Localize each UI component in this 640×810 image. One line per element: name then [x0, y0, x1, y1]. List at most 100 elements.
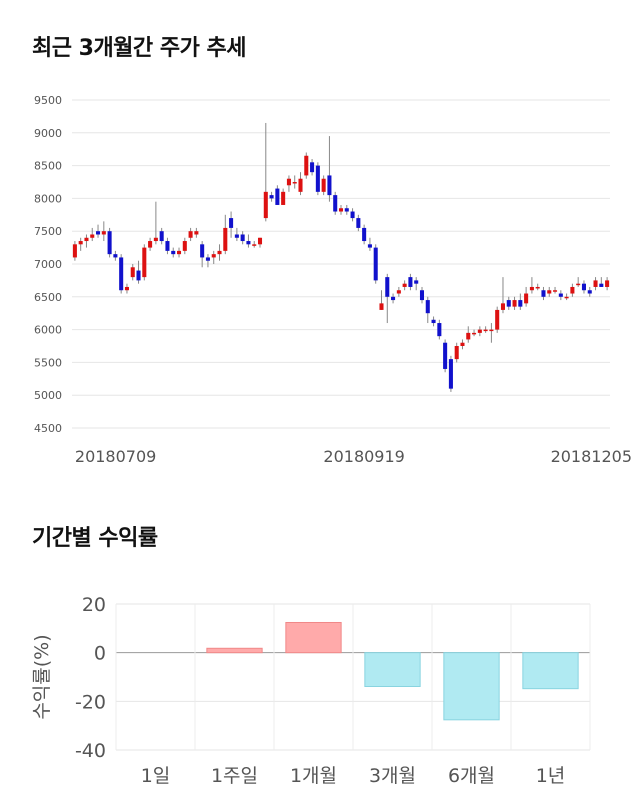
candle: [466, 326, 471, 343]
candle-body: [466, 332, 471, 340]
candle-body: [200, 244, 205, 258]
candle-body: [72, 244, 77, 258]
candle-body: [84, 237, 89, 242]
candle-x-axis: 20180709 20180919 20181205: [75, 447, 632, 466]
candle-body: [518, 300, 523, 307]
candle: [593, 277, 598, 291]
candle: [269, 191, 274, 202]
candle: [246, 234, 251, 248]
candle: [581, 280, 586, 294]
candle-body: [385, 277, 390, 297]
candle: [535, 283, 540, 291]
candle-body: [304, 155, 309, 176]
candle: [281, 188, 286, 205]
candle-body: [472, 332, 477, 335]
candle: [558, 290, 563, 301]
candle-body: [489, 329, 494, 332]
candle-body: [96, 231, 101, 235]
candle: [205, 254, 210, 268]
candle-body: [205, 257, 210, 261]
candle-body: [448, 359, 453, 389]
candle-body: [234, 234, 239, 238]
candle-y-tick-label: 8500: [34, 160, 62, 173]
candle-body: [524, 293, 529, 304]
candle-y-tick-label: 8000: [34, 192, 62, 205]
candle-body: [477, 329, 482, 333]
candle-body: [558, 293, 563, 297]
candle-body: [257, 237, 263, 245]
candle: [512, 296, 517, 310]
candle: [367, 237, 372, 251]
candle: [101, 221, 106, 242]
candle: [425, 296, 430, 324]
candle: [298, 172, 303, 196]
candle-body: [246, 241, 251, 245]
candle: [506, 296, 511, 310]
candle-y-tick-label: 4500: [34, 422, 62, 435]
candle: [148, 237, 153, 251]
bar-x-tick-label: 1주일: [211, 765, 258, 787]
candle: [176, 247, 182, 258]
candle: [96, 224, 101, 238]
candle-y-axis: 9500 9000 8500 8000 7500 7000 6500 6000 5500 5000…: [34, 94, 62, 435]
candle-body: [356, 218, 361, 228]
candle: [217, 244, 222, 261]
candle: [90, 227, 95, 242]
candle-body: [593, 280, 598, 287]
candle-body: [425, 300, 430, 314]
candle-body: [362, 227, 367, 242]
bar-y-axis-label: 수익률(%): [31, 634, 53, 719]
candle-body: [321, 178, 326, 192]
candle-body: [211, 254, 216, 258]
candle-body: [78, 241, 83, 245]
bar-y-tick-label: -40: [75, 740, 106, 762]
candle-body: [373, 247, 378, 281]
candle-body: [333, 195, 338, 212]
candle: [414, 277, 419, 291]
bar-x-tick-label: 1년: [536, 765, 566, 787]
candle-body: [148, 241, 153, 248]
candle-x-tick-label: 20180919: [323, 447, 404, 466]
candle: [362, 224, 367, 245]
candle-body: [194, 231, 199, 235]
candle: [72, 241, 77, 261]
price-candlestick-chart: 9500 9000 8500 8000 7500 7000 6500 6000 5500 5000…: [34, 94, 632, 466]
candle: [454, 342, 459, 363]
candle: [408, 273, 413, 291]
candle: [541, 286, 546, 301]
candle-body: [136, 270, 141, 281]
candle-body: [338, 208, 344, 212]
candle: [234, 227, 239, 242]
candle: [344, 204, 349, 215]
return-bar: [364, 652, 421, 687]
candle: [495, 306, 500, 333]
candle: [211, 250, 216, 264]
candle-body: [124, 286, 129, 291]
candle-body: [443, 342, 448, 369]
bar-x-tick-label: 1개월: [290, 765, 337, 787]
return-bar: [522, 652, 579, 690]
candle: [275, 185, 280, 205]
candle-body: [159, 231, 164, 242]
candle-body: [564, 296, 569, 299]
candle-body: [153, 237, 158, 242]
candle-body: [119, 257, 124, 291]
candle-body: [454, 346, 459, 360]
candle-body: [535, 286, 540, 289]
candle-body: [310, 162, 315, 173]
candle: [84, 234, 89, 248]
candle-y-tick-label: 6500: [34, 291, 62, 304]
candle-body: [292, 182, 297, 184]
candle-body: [570, 286, 575, 294]
candle: [159, 227, 164, 245]
bar-x-axis: 1일 1주일 1개월 3개월 6개월 1년: [141, 765, 566, 787]
candle-body: [344, 208, 349, 212]
candle: [223, 214, 228, 255]
candle: [396, 286, 401, 297]
candle-body: [402, 283, 407, 287]
candle-body: [414, 280, 419, 284]
candle: [472, 329, 477, 337]
candle-body: [327, 175, 332, 196]
bar-gridlines: [115, 603, 591, 751]
candle-body: [275, 188, 280, 205]
